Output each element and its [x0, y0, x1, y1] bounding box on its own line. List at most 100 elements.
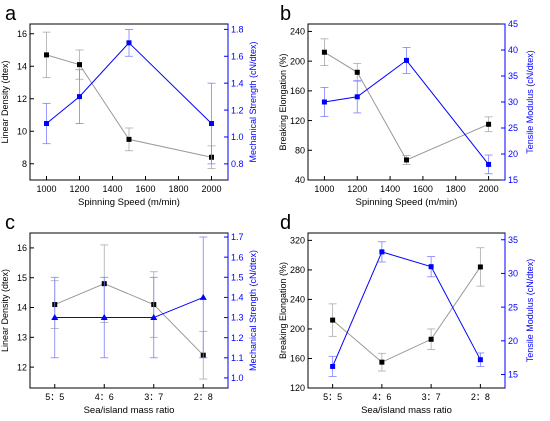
right-y-tick-label: 1.0 [231, 132, 244, 142]
series-line-right [332, 251, 481, 367]
series-line-left [46, 54, 212, 158]
x-tick-label: 3：7 [422, 392, 441, 402]
left-y-tick-label: 14 [17, 303, 27, 313]
right-y-tick-label: 1.1 [231, 353, 244, 363]
x-tick-label: 1200 [347, 184, 367, 194]
left-y-axis-label: Breaking Elongation (%) [278, 53, 288, 150]
series-line-right [54, 296, 204, 319]
left-y-tick-label: 200 [290, 324, 305, 334]
data-point [209, 121, 214, 127]
left-y-tick-label: 160 [290, 86, 305, 96]
left-y-tick-label: 16 [17, 243, 27, 253]
x-tick-label: 1000 [36, 184, 56, 194]
x-tick-label: 1600 [135, 184, 155, 194]
left-y-tick-label: 15 [17, 273, 27, 283]
data-point [44, 121, 49, 127]
data-point [354, 94, 360, 100]
right-y-tick-label: 0.8 [231, 159, 244, 169]
left-y-tick-label: 320 [290, 236, 305, 246]
plot-frame [307, 232, 506, 389]
right-y-tick-label: 25 [508, 302, 518, 312]
left-y-tick-label: 240 [290, 295, 305, 305]
series-line-right [46, 42, 212, 124]
panel-letter: b [280, 3, 291, 25]
x-tick-label: 5：5 [45, 392, 64, 402]
right-y-tick-label: 1.2 [231, 333, 244, 343]
right-y-tick-label: 35 [508, 71, 518, 81]
data-point [379, 359, 385, 365]
x-axis-label: Spinning Speed (m/min) [356, 197, 458, 208]
right-y-tick-label: 1.6 [231, 51, 244, 61]
right-y-tick-label: 1.4 [231, 293, 244, 303]
plot-frame [29, 232, 229, 389]
data-point [100, 314, 108, 321]
series-line-left [332, 266, 481, 363]
data-point [77, 94, 82, 100]
right-y-axis-label: Tensile Modulus (cN/dtex) [525, 50, 535, 154]
left-y-axis-label: Linear Density (dtex) [0, 60, 10, 143]
left-y-axis-label: Linear Density (dtex) [0, 269, 10, 352]
right-y-axis-label: Mechanical Strength (cN/dtex) [248, 250, 258, 371]
left-y-tick-label: 12 [17, 94, 27, 104]
left-y-tick-label: 120 [290, 116, 305, 126]
x-tick-label: 5：5 [323, 392, 342, 402]
x-tick-label: 2000 [201, 184, 221, 194]
left-y-tick-label: 200 [290, 56, 305, 66]
x-axis-label: Sea/island mass ratio [84, 405, 175, 416]
right-y-tick-label: 1.6 [231, 252, 244, 262]
right-y-tick-label: 1.5 [231, 272, 244, 282]
data-point [428, 336, 434, 342]
panel-d: d 5：5 4：6 3：7 2：8 Sea/island mass ratio 120 16… [278, 212, 535, 416]
x-tick-label: 1800 [168, 184, 188, 194]
left-y-tick-label: 13 [17, 333, 27, 343]
left-y-tick-label: 12 [17, 362, 27, 372]
x-tick-label: 1800 [446, 184, 466, 194]
data-point [321, 99, 327, 105]
x-tick-label: 1400 [102, 184, 122, 194]
right-y-tick-label: 35 [508, 235, 518, 245]
right-y-tick-label: 20 [508, 149, 518, 159]
x-axis-label: Sea/island mass ratio [361, 405, 452, 416]
left-y-tick-label: 16 [17, 29, 27, 39]
panel-b: b 1000 1200 1400 1600 1800 2000 Spinning Speed… [278, 3, 535, 208]
data-point [330, 317, 336, 323]
left-y-tick-label: 10 [17, 126, 27, 136]
left-y-tick-label: 80 [295, 145, 305, 155]
data-point [126, 40, 132, 46]
data-point [486, 161, 492, 167]
x-tick-label: 3：7 [144, 392, 163, 402]
data-point [150, 314, 158, 321]
x-tick-label: 4：6 [95, 392, 114, 402]
right-y-tick-label: 1.4 [231, 78, 244, 88]
data-point [330, 363, 336, 369]
right-y-tick-label: 1.7 [231, 232, 244, 242]
right-y-tick-label: 40 [508, 45, 518, 55]
x-tick-label: 1600 [413, 184, 433, 194]
data-point [404, 157, 409, 163]
left-y-axis-label: Breaking Elongation (%) [278, 262, 288, 359]
right-y-tick-label: 1.8 [231, 25, 244, 35]
series-line-left [324, 51, 489, 161]
right-y-tick-label: 15 [508, 370, 518, 380]
left-y-tick-label: 240 [290, 27, 305, 37]
data-point [404, 57, 409, 63]
x-tick-label: 2：8 [471, 392, 490, 402]
data-point [354, 69, 360, 75]
left-y-tick-label: 8 [22, 159, 27, 169]
x-tick-label: 4：6 [372, 392, 391, 402]
right-y-tick-label: 20 [508, 336, 518, 346]
data-point [126, 136, 132, 142]
right-y-tick-label: 1.3 [231, 313, 244, 323]
left-y-tick-label: 280 [290, 265, 305, 275]
data-point [321, 49, 327, 55]
panel-letter: c [5, 212, 15, 234]
panel-a: a 1000 1200 1400 1600 1800 2000 Spinning Speed… [0, 3, 258, 208]
data-point [428, 264, 434, 270]
left-y-tick-label: 40 [295, 175, 305, 185]
right-y-axis-label: Tensile Modulus (cN/dtex) [525, 259, 535, 363]
right-y-axis-label: Mechanical Strength (cN/dtex) [248, 41, 258, 162]
data-point [51, 314, 59, 321]
x-tick-label: 1400 [380, 184, 400, 194]
x-axis-label: Spinning Speed (m/min) [78, 197, 180, 208]
